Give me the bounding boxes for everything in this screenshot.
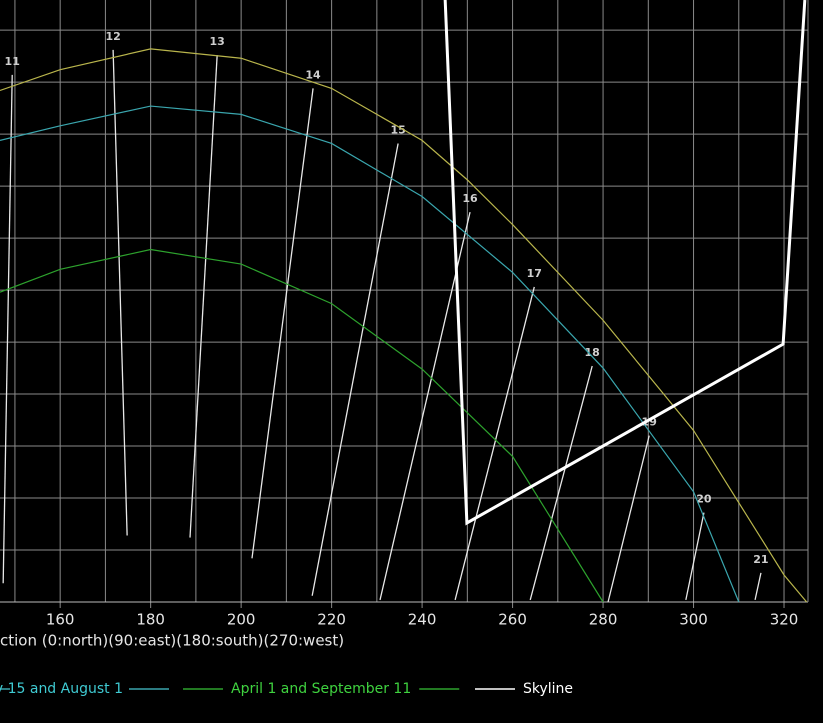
x-tick-label: 240 <box>408 611 437 629</box>
x-tick-label: 200 <box>227 611 256 629</box>
legend-label: April 1 and September 11 <box>231 681 411 697</box>
hour-label: 15 <box>390 123 405 136</box>
hour-label: 12 <box>105 30 120 43</box>
x-tick-label: 220 <box>317 611 346 629</box>
hour-line <box>454 286 535 601</box>
hour-label: 18 <box>585 346 600 359</box>
hour-label: 16 <box>462 192 478 205</box>
hour-line <box>2 74 13 584</box>
series-line <box>443 0 807 526</box>
hour-line <box>685 512 705 601</box>
hour-line <box>311 143 399 596</box>
x-tick-label: 280 <box>589 611 618 629</box>
hour-label: 11 <box>5 55 20 68</box>
hour-label: 20 <box>696 493 712 506</box>
legend-label: Skyline <box>523 681 573 697</box>
x-tick-label: 300 <box>679 611 708 629</box>
series-line <box>0 248 604 603</box>
hour-line <box>754 572 762 601</box>
hour-line <box>112 49 128 536</box>
legend-label: y 15 and August 1 <box>0 681 123 697</box>
hour-label: 17 <box>527 267 542 280</box>
hour-line <box>189 55 218 538</box>
series-line <box>0 48 808 603</box>
hour-line <box>379 211 471 601</box>
x-tick-label: 320 <box>770 611 799 629</box>
x-tick-label: 180 <box>136 611 165 629</box>
hour-line <box>251 88 314 559</box>
x-tick-label: 260 <box>498 611 527 629</box>
x-axis-label: ction (0:north)(90:east)(180:south)(270:… <box>0 632 344 650</box>
hour-line <box>529 365 593 601</box>
hour-label: 21 <box>753 553 768 566</box>
hour-label: 13 <box>209 35 224 48</box>
series-line <box>0 105 740 603</box>
x-tick-label: 160 <box>46 611 75 629</box>
hour-label: 14 <box>305 68 321 81</box>
hour-line <box>607 435 650 603</box>
